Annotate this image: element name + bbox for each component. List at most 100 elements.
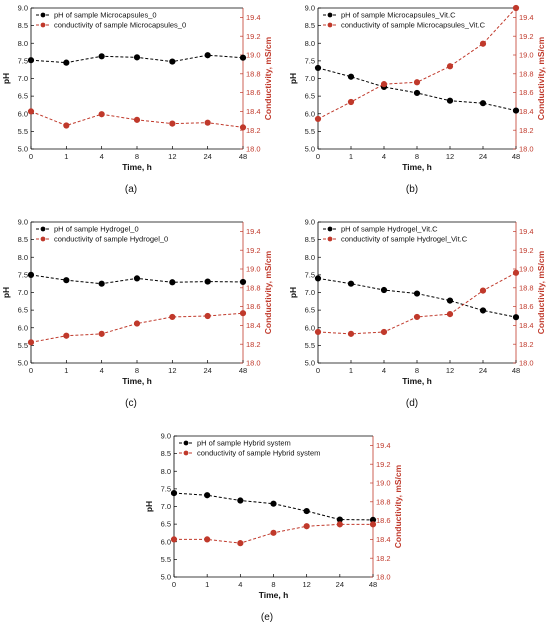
x-tick-label: 8 xyxy=(135,366,139,375)
data-point xyxy=(63,59,70,66)
data-point xyxy=(479,40,487,47)
data-point xyxy=(63,277,70,284)
y2-tick-label: 19.4 xyxy=(519,227,534,236)
data-point xyxy=(380,286,388,294)
data-point xyxy=(239,124,247,131)
y2-tick-label: 18.6 xyxy=(246,88,261,97)
x-tick-label: 48 xyxy=(239,152,247,161)
data-point xyxy=(479,287,487,294)
data-point xyxy=(270,500,277,507)
y-tick-label: 6.5 xyxy=(18,306,28,315)
y-axis-title: pH xyxy=(288,287,298,298)
data-point xyxy=(303,507,310,515)
data-point xyxy=(239,310,247,317)
x-tick-label: 0 xyxy=(172,580,176,589)
y2-tick-label: 19.4 xyxy=(246,227,261,236)
y2-axis-title: Conductivity, mS/cm xyxy=(536,36,546,120)
y2-tick-label: 18.0 xyxy=(519,359,534,368)
y-axis-title: pH xyxy=(288,73,298,84)
x-tick-label: 0 xyxy=(316,152,320,161)
y2-axis-title: Conductivity, mS/cm xyxy=(536,250,546,334)
y-tick-label: 9.0 xyxy=(305,218,315,227)
y-tick-label: 6.5 xyxy=(305,92,315,101)
data-point xyxy=(27,108,35,115)
y-tick-label: 8.5 xyxy=(161,449,171,458)
y-tick-label: 7.5 xyxy=(161,484,171,493)
y2-tick-label: 18.8 xyxy=(246,283,261,292)
legend-marker xyxy=(327,12,333,18)
y-tick-label: 7.0 xyxy=(18,74,28,83)
y-tick-label: 7.5 xyxy=(305,270,315,279)
y2-tick-label: 19.0 xyxy=(246,51,261,60)
data-point xyxy=(169,313,176,321)
data-point xyxy=(512,107,520,114)
y-tick-label: 5.5 xyxy=(305,341,315,350)
y2-tick-label: 18.2 xyxy=(519,340,534,349)
y-tick-label: 5.0 xyxy=(18,145,28,154)
data-point xyxy=(204,492,211,499)
data-point xyxy=(347,330,355,337)
y-tick-label: 5.0 xyxy=(305,145,315,154)
x-tick-label: 4 xyxy=(382,366,386,375)
x-tick-label: 48 xyxy=(512,366,520,375)
data-point xyxy=(413,89,421,97)
legend-marker xyxy=(327,236,333,242)
legend-marker xyxy=(183,440,189,446)
data-point xyxy=(98,330,105,337)
x-tick-label: 8 xyxy=(415,152,419,161)
data-point xyxy=(204,119,211,126)
x-tick-label: 24 xyxy=(203,152,211,161)
y2-tick-label: 19.4 xyxy=(376,441,391,450)
x-tick-label: 8 xyxy=(271,580,275,589)
panel-label: (c) xyxy=(125,398,137,409)
data-point xyxy=(314,115,322,123)
y-tick-label: 7.5 xyxy=(305,56,315,65)
x-tick-label: 12 xyxy=(446,152,454,161)
data-point xyxy=(170,536,178,543)
y2-tick-label: 19.2 xyxy=(246,32,261,41)
x-tick-label: 24 xyxy=(336,580,344,589)
y-axis-title: pH xyxy=(1,73,11,84)
y2-tick-label: 18.2 xyxy=(246,340,261,349)
data-point xyxy=(133,54,141,61)
y-tick-label: 8.0 xyxy=(161,467,171,476)
x-tick-label: 1 xyxy=(349,366,353,375)
y-tick-label: 6.5 xyxy=(305,306,315,315)
x-tick-label: 0 xyxy=(316,366,320,375)
x-tick-label: 4 xyxy=(238,580,242,589)
data-point xyxy=(239,278,247,286)
x-tick-label: 8 xyxy=(135,152,139,161)
x-tick-label: 12 xyxy=(446,366,454,375)
y2-tick-label: 18.6 xyxy=(246,302,261,311)
legend-marker xyxy=(327,22,333,28)
data-point xyxy=(314,275,322,282)
y-tick-label: 7.0 xyxy=(18,288,28,297)
y-tick-label: 5.0 xyxy=(161,573,171,582)
y2-tick-label: 18.6 xyxy=(519,302,534,311)
y-tick-label: 8.5 xyxy=(18,235,28,244)
data-point xyxy=(204,312,211,320)
y-tick-label: 6.0 xyxy=(18,323,28,332)
x-axis-title: Time, h xyxy=(122,376,152,386)
data-point xyxy=(380,328,388,336)
y2-tick-label: 19.2 xyxy=(376,460,391,469)
data-point xyxy=(169,120,176,127)
y2-tick-label: 18.0 xyxy=(246,359,261,368)
data-point xyxy=(98,280,105,287)
y2-tick-label: 19.4 xyxy=(519,13,534,22)
data-point xyxy=(446,297,454,304)
y-tick-label: 8.0 xyxy=(18,39,28,48)
x-tick-label: 24 xyxy=(203,366,211,375)
x-tick-label: 0 xyxy=(29,366,33,375)
data-point xyxy=(369,521,377,528)
data-point xyxy=(204,536,211,543)
y2-tick-label: 19.2 xyxy=(519,32,534,41)
data-point xyxy=(413,313,421,321)
x-tick-label: 4 xyxy=(100,152,104,161)
y2-tick-label: 18.8 xyxy=(376,497,391,506)
x-tick-label: 48 xyxy=(239,366,247,375)
